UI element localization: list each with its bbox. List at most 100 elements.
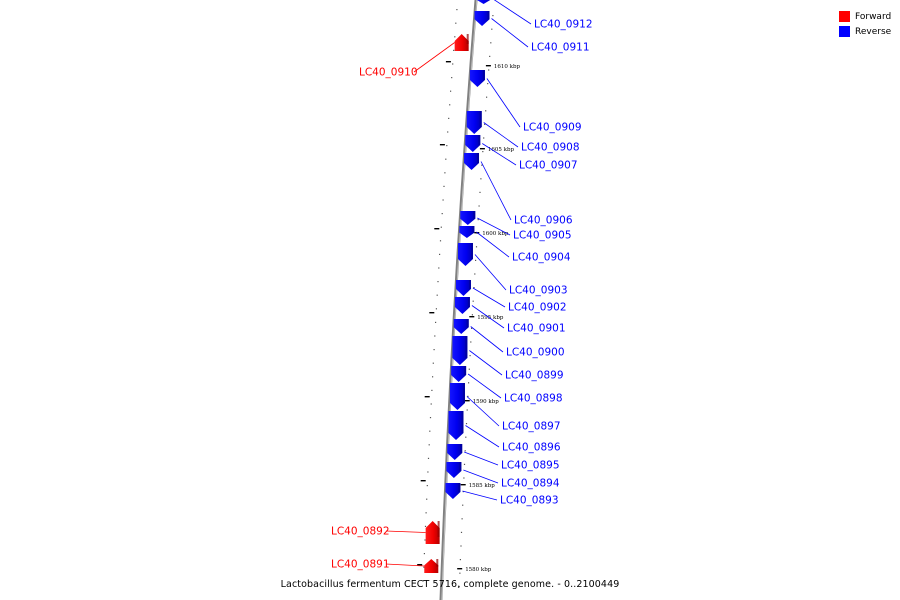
scale-label: 1600 kbp xyxy=(482,231,509,237)
minor-tick-left xyxy=(423,553,425,555)
gene-arrow-LC40_0908[interactable] xyxy=(466,111,482,134)
gene-label[interactable]: LC40_0911 xyxy=(531,42,590,54)
gene-label[interactable]: LC40_0912 xyxy=(534,19,593,31)
gene-label[interactable]: LC40_0910 xyxy=(359,67,418,79)
minor-tick-left xyxy=(440,226,442,228)
gene-label[interactable]: LC40_0903 xyxy=(509,285,568,297)
gene-shade xyxy=(459,462,462,471)
gene-leader-line xyxy=(471,305,505,329)
gene-label[interactable]: LC40_0901 xyxy=(507,323,566,335)
gene-label[interactable]: LC40_0893 xyxy=(500,495,559,507)
minor-tick-left xyxy=(425,512,427,514)
gene-arrow-LC40_0898[interactable] xyxy=(451,366,467,382)
gene-arrow-LC40_0899[interactable] xyxy=(452,336,468,365)
legend: Forward Reverse xyxy=(839,9,891,39)
gene-label[interactable]: LC40_0895 xyxy=(501,460,560,472)
scale-label: 1585 kbp xyxy=(469,483,496,489)
minor-tick-right xyxy=(489,55,491,57)
major-tick-right xyxy=(464,400,470,402)
gene-arrow-LC40_0910[interactable] xyxy=(454,34,469,51)
gene-arrow-LC40_0904[interactable] xyxy=(459,226,475,238)
gene-label[interactable]: LC40_0908 xyxy=(521,142,580,154)
major-tick-right xyxy=(485,65,491,67)
minor-tick-left xyxy=(452,63,454,65)
gene-label[interactable]: LC40_0899 xyxy=(505,370,564,382)
gene-arrow-LC40_0892[interactable] xyxy=(425,521,440,544)
gene-label[interactable]: LC40_0909 xyxy=(523,122,582,134)
gene-arrow-LC40_0911[interactable] xyxy=(474,11,490,26)
major-tick-left xyxy=(429,312,435,314)
gene-arrow-LC40_0905[interactable] xyxy=(460,211,476,225)
gene-label[interactable]: LC40_0902 xyxy=(508,302,567,314)
gene-arrow-LC40_0895[interactable] xyxy=(447,444,463,460)
minor-tick-left xyxy=(424,539,426,541)
major-tick-left xyxy=(434,228,440,230)
gene-arrow-LC40_0906[interactable] xyxy=(464,153,480,170)
gene-leader-line xyxy=(464,451,499,466)
minor-tick-right xyxy=(477,219,479,221)
gene-label[interactable]: LC40_0896 xyxy=(502,442,561,454)
legend-reverse-label: Reverse xyxy=(855,26,892,37)
forward-swatch xyxy=(839,11,850,22)
gene-leader-line xyxy=(483,122,519,148)
gene-arrow-LC40_0902[interactable] xyxy=(455,280,471,296)
gene-leader-line xyxy=(385,530,426,533)
minor-tick-right xyxy=(484,123,486,125)
gene-label[interactable]: LC40_0898 xyxy=(504,393,563,405)
minor-tick-right xyxy=(478,205,480,207)
gene-arrow-LC40_0912[interactable] xyxy=(476,0,491,4)
minor-tick-right xyxy=(490,42,492,44)
scale-label: 1595 kbp xyxy=(477,315,504,321)
gene-label[interactable]: LC40_0891 xyxy=(331,559,390,571)
gene-arrow-LC40_0893[interactable] xyxy=(445,483,461,499)
minor-tick-left xyxy=(454,36,456,38)
major-tick-right xyxy=(469,316,475,318)
gene-shade xyxy=(473,211,476,219)
gene-shade xyxy=(477,153,479,163)
gene-shade xyxy=(467,297,470,307)
minor-tick-right xyxy=(461,518,463,520)
gene-leader-line xyxy=(466,396,500,427)
gene-arrow-LC40_0903[interactable] xyxy=(457,243,473,266)
gene-arrow-LC40_0907[interactable] xyxy=(465,135,481,152)
gene-label[interactable]: LC40_0892 xyxy=(331,526,390,538)
major-tick-left xyxy=(420,480,426,482)
minor-tick-left xyxy=(442,199,444,201)
gene-label[interactable]: LC40_0905 xyxy=(513,230,572,242)
gene-arrow-LC40_0901[interactable] xyxy=(454,297,470,314)
gene-shade xyxy=(465,336,468,358)
legend-reverse: Reverse xyxy=(839,24,891,39)
minor-tick-left xyxy=(445,158,447,160)
gene-arrow-LC40_0900[interactable] xyxy=(453,319,469,334)
minor-tick-right xyxy=(458,586,460,588)
gene-label[interactable]: LC40_0907 xyxy=(519,160,578,172)
minor-tick-right xyxy=(463,463,466,465)
gene-arrow-LC40_0897[interactable] xyxy=(449,383,465,410)
gene-shade xyxy=(463,383,465,403)
gene-arrow-LC40_0896[interactable] xyxy=(448,411,464,440)
minor-tick-right xyxy=(465,423,468,425)
gene-arrow-LC40_0894[interactable] xyxy=(446,462,462,478)
minor-tick-right xyxy=(471,327,473,329)
minor-tick-left xyxy=(446,145,448,147)
minor-tick-right xyxy=(459,559,461,561)
gene-label[interactable]: LC40_0897 xyxy=(502,421,561,433)
minor-tick-left xyxy=(449,104,451,106)
minor-tick-left xyxy=(441,213,443,215)
legend-forward-label: Forward xyxy=(855,11,892,22)
scale-label: 1580 kbp xyxy=(465,567,492,573)
gene-label[interactable]: LC40_0906 xyxy=(514,215,573,227)
minor-tick-left xyxy=(432,376,434,378)
gene-leader-line xyxy=(470,326,504,353)
gene-arrow-LC40_0891[interactable] xyxy=(424,559,439,573)
gene-label[interactable]: LC40_0904 xyxy=(512,252,571,264)
gene-leader-line xyxy=(385,563,425,567)
gene-arrow-LC40_0909[interactable] xyxy=(469,70,485,87)
gene-label[interactable]: LC40_0900 xyxy=(506,347,565,359)
gene-shade xyxy=(464,366,467,375)
minor-tick-left xyxy=(429,417,432,419)
minor-tick-right xyxy=(481,164,483,166)
scale-label: 1590 kbp xyxy=(473,399,500,405)
gene-label[interactable]: LC40_0894 xyxy=(501,478,560,490)
